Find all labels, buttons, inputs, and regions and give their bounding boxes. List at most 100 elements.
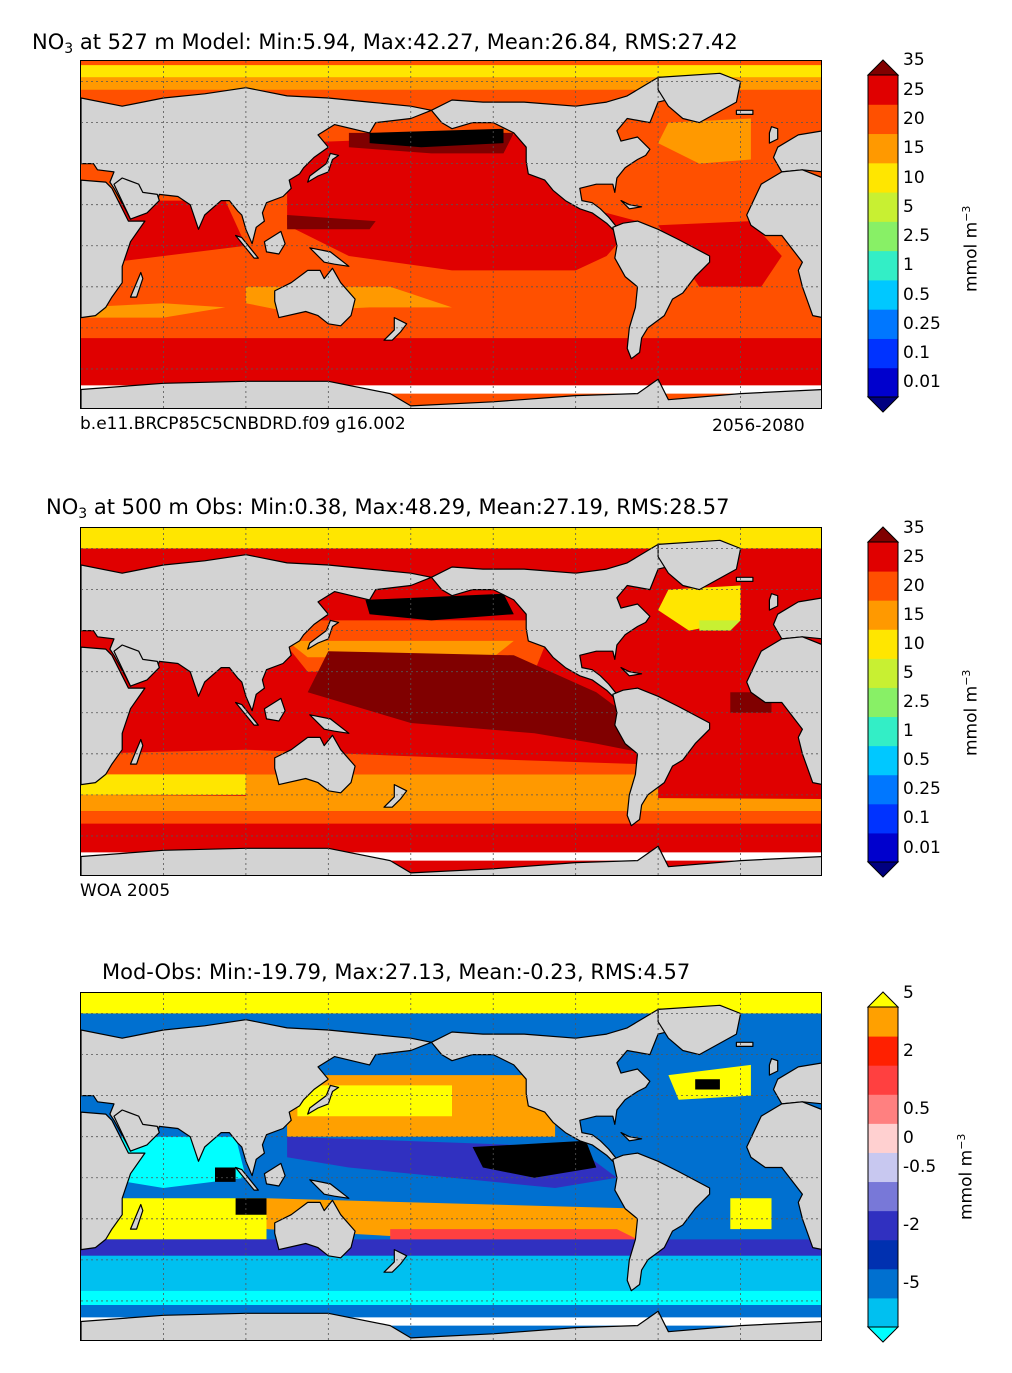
field-contour: [81, 749, 638, 779]
colorbar-tick-label: 5: [903, 662, 914, 683]
colorbar-band: [868, 629, 898, 659]
colorbar-band: [868, 1065, 898, 1095]
colorbar-band: [868, 221, 898, 252]
land-japan: [307, 1084, 340, 1115]
panel1-unit-exp: −3: [960, 205, 973, 222]
land-caribbean: [620, 1132, 643, 1142]
land-arabia: [113, 1109, 160, 1152]
colorbar-band: [868, 338, 898, 369]
colorbar-band: [868, 250, 898, 281]
colorbar-tick-label: 0.25: [903, 313, 941, 334]
colorbar-upper-extend: [866, 526, 900, 543]
colorbar-band: [868, 367, 898, 398]
land-madagascar: [129, 271, 144, 298]
colorbar-frame: [867, 1006, 899, 1328]
land-uk: [768, 126, 779, 144]
land-antarctica: [81, 1310, 821, 1340]
field-contour: [699, 620, 741, 631]
land-borneo: [263, 697, 286, 722]
land-sumatra: [235, 234, 259, 259]
land-antarctica: [81, 845, 821, 875]
field-contour: [730, 1198, 772, 1230]
land-borneo: [263, 1162, 286, 1187]
land-europeEast: [772, 1062, 821, 1105]
land-caribbean: [620, 200, 643, 210]
colorbar-tick-label: 0.5: [903, 284, 931, 305]
panel2-title-text: at 500 m Obs: Min:0.38, Max:48.29, Mean:…: [93, 495, 730, 519]
panel1-years-label: 2056-2080: [712, 416, 805, 436]
land-europeEast: [772, 597, 821, 640]
panel3-unit-label: mmol m−3: [955, 1134, 977, 1220]
panel2-unit-label: mmol m−3: [960, 670, 982, 756]
panel2-title-sub: 3: [78, 506, 88, 522]
graticule: [81, 528, 821, 875]
field-contour: [235, 1198, 267, 1215]
colorbar-band: [868, 1094, 898, 1124]
land-sumatra: [235, 701, 259, 726]
land-australia: [274, 267, 356, 327]
panel3-title: Mod-Obs: Min:-19.79, Max:27.13, Mean:-0.…: [102, 960, 691, 984]
colorbar-tick-label: 25: [903, 79, 925, 100]
colorbar-tick-label: 0.01: [903, 372, 941, 393]
field-contour: [297, 1085, 452, 1117]
land-africaEast: [746, 636, 821, 785]
field-contour: [81, 1255, 821, 1291]
colorbar-tick-label: 5: [903, 196, 914, 217]
land-uk: [768, 1058, 779, 1076]
field-contour: [369, 128, 504, 148]
land-australia: [274, 734, 356, 794]
colorbar-lower-extend: [866, 396, 900, 413]
land-sumatra: [235, 1166, 259, 1191]
colorbar-tick-label: 0.1: [903, 808, 931, 829]
colorbar-tick-label: -0.5: [903, 1157, 937, 1177]
colorbar-tick-label: 35: [903, 517, 925, 538]
field-contour: [287, 215, 376, 230]
field-contour: [695, 1079, 720, 1090]
field-contour: [81, 65, 821, 78]
colorbar-band: [868, 774, 898, 805]
colorbar-band: [868, 1007, 898, 1037]
land-arabia: [113, 177, 160, 220]
panel1-unit-label: mmol m−3: [960, 206, 982, 292]
land-iceland: [735, 1041, 754, 1047]
colorbar-lower-extend: [866, 1326, 900, 1343]
panel1-title-sub: 3: [64, 41, 74, 57]
colorbar-band: [868, 104, 898, 135]
colorbar-band: [868, 745, 898, 776]
land-arabia: [113, 644, 160, 687]
land-nz: [383, 317, 408, 341]
colorbar-band: [868, 1152, 898, 1183]
field-contour: [658, 585, 741, 631]
colorbar-band: [868, 192, 898, 222]
colorbar-band: [868, 687, 898, 718]
land-iceland: [735, 109, 754, 115]
panel1-colorbar: [866, 59, 900, 413]
field-contour: [472, 1140, 597, 1178]
colorbar-tick-label: 0.5: [903, 1098, 931, 1119]
land-madagascar: [129, 1203, 144, 1230]
panel3-unit-exp: −3: [955, 1133, 968, 1150]
land-europeEast: [772, 130, 821, 173]
field-contour: [81, 1290, 821, 1305]
land-japan: [307, 152, 340, 183]
panel3-map: [80, 992, 822, 1341]
colorbar-tick-label: 0.01: [903, 837, 941, 858]
land-newGuinea: [309, 247, 350, 267]
colorbar-tick-label: 10: [903, 167, 925, 188]
panel2-title: NO3 at 500 m Obs: Min:0.38, Max:48.29, M…: [46, 495, 729, 522]
land-caribbean: [620, 667, 643, 677]
field-contour: [81, 1198, 267, 1240]
colorbar-tick-label: 25: [903, 546, 925, 567]
colorbar-tick-label: 0.25: [903, 779, 941, 800]
colorbar-band: [868, 658, 898, 688]
graticule: [81, 61, 821, 408]
field-contour: [365, 593, 514, 621]
colorbar-band: [868, 279, 898, 310]
colorbar-band: [868, 1268, 898, 1299]
field-contour: [81, 811, 821, 824]
colorbar-band: [868, 162, 898, 193]
colorbar-tick-label: 0: [903, 1127, 914, 1148]
colorbar-tick-label: 20: [903, 575, 925, 596]
panel3-colorbar: [866, 991, 900, 1343]
graticule: [81, 993, 821, 1340]
